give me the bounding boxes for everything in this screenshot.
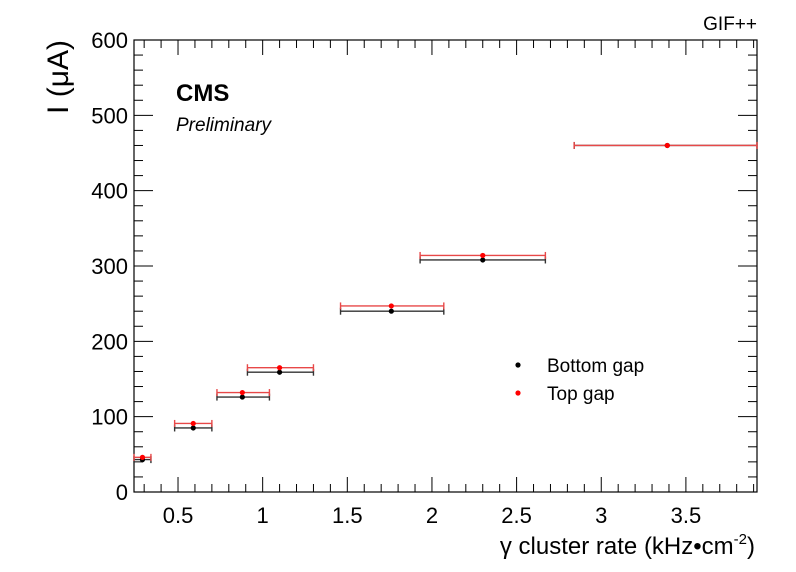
facility-label: GIF++ (703, 14, 757, 35)
legend-marker-bottom-gap (515, 362, 521, 368)
legend-marker-top-gap (515, 390, 521, 396)
legend-label-bottom-gap: Bottom gap (547, 356, 644, 377)
status-label: Preliminary (176, 115, 273, 136)
data-point-top-gap (139, 454, 146, 460)
data-point-bottom-gap (239, 394, 245, 400)
y-tick-label: 100 (91, 405, 128, 430)
x-tick-label: 0.5 (163, 503, 194, 528)
x-tick-label: 3 (595, 503, 607, 528)
x-tick-labels: 0.5 1 1.5 2 2.5 3 3.5 (163, 503, 701, 528)
y-tick-label: 0 (116, 480, 128, 505)
legend-label-top-gap: Top gap (547, 384, 615, 405)
y-tick-label: 600 (91, 28, 128, 53)
data-point-top-gap (276, 365, 283, 371)
data-points (139, 142, 670, 463)
x-tick-label: 2 (426, 503, 438, 528)
data-point-top-gap (239, 389, 245, 396)
data-point-top-gap (664, 142, 670, 149)
x-tick-label: 3.5 (671, 503, 702, 528)
data-point-top-gap (190, 420, 196, 427)
axis-ticks (134, 39, 757, 493)
x-axis-title-main: γ cluster rate (kHz•cm (500, 533, 734, 560)
y-tick-label: 400 (91, 179, 128, 204)
x-axis-title-close: ) (747, 533, 755, 560)
x-tick-label: 1 (257, 503, 269, 528)
x-axis-title: γ cluster rate (kHz•cm-2) (500, 531, 755, 560)
experiment-label: CMS (176, 80, 229, 107)
y-tick-label: 300 (91, 254, 128, 279)
data-point-top-gap (480, 252, 486, 259)
data-point-top-gap (388, 303, 394, 309)
legend: Bottom gap Top gap (515, 356, 644, 405)
y-axis-title: I (μA) (42, 40, 75, 114)
x-tick-label: 2.5 (501, 503, 532, 528)
y-tick-label: 200 (91, 329, 128, 354)
y-tick-labels: 0 100 200 300 400 500 600 (91, 28, 128, 505)
data-point-bottom-gap (388, 308, 394, 314)
x-axis-title-exponent: -2 (734, 531, 747, 548)
data-point-bottom-gap (276, 369, 283, 375)
error-bars (133, 141, 758, 464)
data-point-bottom-gap (190, 425, 196, 431)
x-tick-label: 1.5 (332, 503, 363, 528)
data-point-bottom-gap (480, 257, 486, 263)
plot-frame (133, 39, 758, 493)
y-tick-label: 500 (91, 103, 128, 128)
